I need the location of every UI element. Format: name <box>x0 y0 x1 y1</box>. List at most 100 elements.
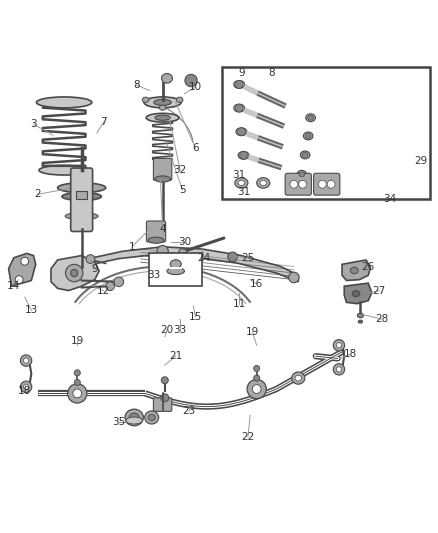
Circle shape <box>235 104 243 112</box>
Ellipse shape <box>36 97 92 108</box>
Ellipse shape <box>129 413 139 422</box>
Ellipse shape <box>233 104 244 112</box>
Ellipse shape <box>145 411 158 424</box>
Ellipse shape <box>307 115 313 120</box>
Circle shape <box>160 394 168 402</box>
Circle shape <box>71 270 78 277</box>
Ellipse shape <box>302 152 307 157</box>
Circle shape <box>318 180 325 188</box>
Circle shape <box>20 355 32 366</box>
Text: 35: 35 <box>112 417 125 427</box>
Bar <box>76 191 87 199</box>
FancyBboxPatch shape <box>153 158 171 180</box>
Bar <box>149 253 201 286</box>
FancyBboxPatch shape <box>146 221 165 242</box>
Text: 22: 22 <box>241 432 254 442</box>
Ellipse shape <box>159 105 166 110</box>
FancyBboxPatch shape <box>153 398 171 411</box>
Text: 20: 20 <box>160 325 173 335</box>
Circle shape <box>73 389 81 398</box>
Ellipse shape <box>148 415 155 421</box>
Ellipse shape <box>303 132 312 140</box>
Ellipse shape <box>234 177 247 188</box>
Text: 8: 8 <box>133 80 139 90</box>
Ellipse shape <box>153 99 171 106</box>
Text: 16: 16 <box>250 279 263 289</box>
Circle shape <box>23 358 28 363</box>
Ellipse shape <box>351 290 359 297</box>
Polygon shape <box>92 247 297 282</box>
Text: 13: 13 <box>25 305 38 315</box>
Text: 14: 14 <box>7 281 21 291</box>
Text: 32: 32 <box>173 165 186 175</box>
Ellipse shape <box>178 249 186 254</box>
Text: 30: 30 <box>177 237 191 247</box>
Ellipse shape <box>294 375 301 381</box>
Ellipse shape <box>300 151 309 159</box>
Text: 11: 11 <box>232 298 245 309</box>
Ellipse shape <box>305 114 314 122</box>
Ellipse shape <box>146 114 179 122</box>
Ellipse shape <box>305 134 310 139</box>
FancyBboxPatch shape <box>71 168 92 231</box>
Circle shape <box>247 379 266 399</box>
Text: 27: 27 <box>372 286 385 296</box>
Ellipse shape <box>235 128 246 136</box>
Circle shape <box>67 384 87 403</box>
Text: 18: 18 <box>343 349 357 359</box>
Circle shape <box>336 343 341 348</box>
Ellipse shape <box>298 172 304 176</box>
Text: 4: 4 <box>159 224 166 235</box>
Polygon shape <box>51 255 99 290</box>
Ellipse shape <box>291 372 304 384</box>
Text: 24: 24 <box>197 253 210 263</box>
Circle shape <box>332 340 344 351</box>
Circle shape <box>106 282 114 290</box>
FancyBboxPatch shape <box>285 173 311 195</box>
Text: 29: 29 <box>413 157 427 166</box>
Circle shape <box>74 370 80 376</box>
Ellipse shape <box>57 183 106 192</box>
Text: 1: 1 <box>128 242 135 252</box>
Polygon shape <box>341 260 370 280</box>
Ellipse shape <box>62 192 101 200</box>
Circle shape <box>20 381 32 392</box>
Ellipse shape <box>176 97 183 102</box>
Ellipse shape <box>125 409 143 426</box>
Circle shape <box>161 377 168 384</box>
Text: 19: 19 <box>71 336 84 346</box>
Ellipse shape <box>297 171 306 178</box>
Circle shape <box>239 151 247 159</box>
Polygon shape <box>343 283 371 304</box>
Ellipse shape <box>148 237 163 243</box>
Circle shape <box>156 246 168 257</box>
Circle shape <box>65 264 83 282</box>
Text: 33: 33 <box>147 270 160 280</box>
Text: 23: 23 <box>182 406 195 416</box>
Ellipse shape <box>357 313 363 318</box>
Ellipse shape <box>256 177 269 188</box>
Text: 18: 18 <box>18 386 31 396</box>
Text: 9: 9 <box>91 264 98 273</box>
Ellipse shape <box>154 176 170 182</box>
Circle shape <box>253 375 259 381</box>
Ellipse shape <box>233 80 244 88</box>
Text: 2: 2 <box>35 189 41 199</box>
Ellipse shape <box>170 260 181 269</box>
Circle shape <box>23 384 28 390</box>
Circle shape <box>253 366 259 372</box>
Circle shape <box>74 379 80 385</box>
Text: 25: 25 <box>241 253 254 263</box>
Text: 9: 9 <box>237 68 244 78</box>
Text: 33: 33 <box>173 325 186 335</box>
Text: 21: 21 <box>169 351 182 361</box>
Ellipse shape <box>65 213 98 220</box>
Circle shape <box>237 128 245 136</box>
Circle shape <box>326 180 334 188</box>
FancyBboxPatch shape <box>313 173 339 195</box>
Circle shape <box>336 367 341 372</box>
Circle shape <box>332 364 344 375</box>
Circle shape <box>227 252 237 262</box>
Circle shape <box>288 272 298 282</box>
Ellipse shape <box>259 180 266 185</box>
